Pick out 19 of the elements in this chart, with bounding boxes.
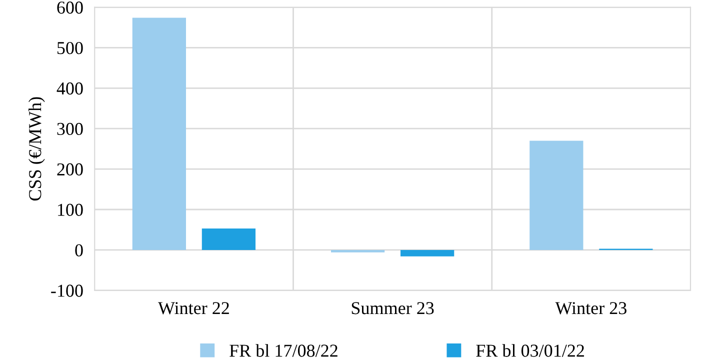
y-tick-label: -100: [51, 284, 83, 297]
y-tick-label: 300: [57, 122, 83, 136]
bar: [330, 250, 385, 252]
y-tick-label: 200: [57, 163, 83, 176]
legend-label: FR bl 03/01/22: [476, 344, 584, 357]
y-axis-title: CSS (€/MWh): [28, 97, 45, 201]
bar: [400, 250, 454, 256]
bar: [132, 18, 186, 250]
bar: [530, 140, 584, 250]
y-tick-label: 400: [56, 82, 83, 95]
y-tick-label: 100: [58, 204, 83, 216]
x-tick-label: Winter 23: [555, 302, 626, 314]
x-tick-label: Summer 23: [352, 302, 434, 314]
x-tick-label: Winter 22: [158, 302, 229, 314]
y-tick-label: 600: [57, 2, 83, 14]
bar: [202, 228, 256, 250]
y-tick-label: 500: [57, 42, 83, 54]
legend-label: FR bl 17/08/22: [230, 344, 338, 357]
y-tick-label: 0: [75, 244, 83, 256]
